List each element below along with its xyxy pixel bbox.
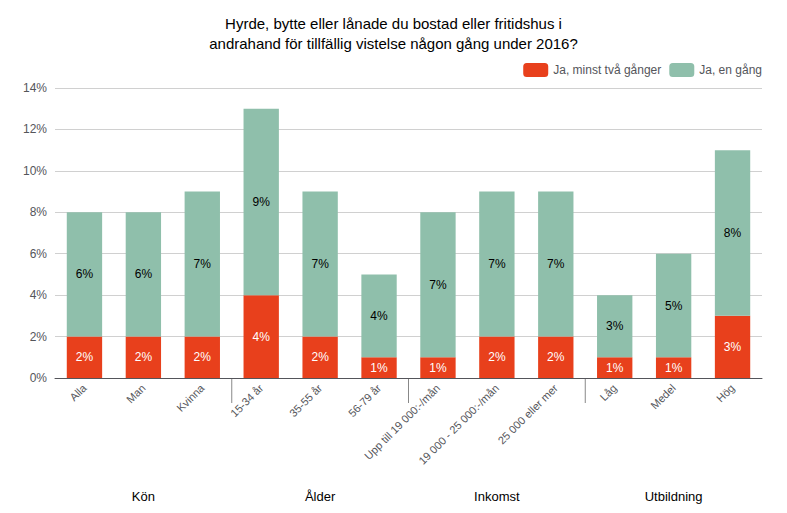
svg-text:2%: 2% [135,350,153,364]
svg-text:Medel: Medel [648,382,678,412]
svg-text:Upp till 19 000:-/mån: Upp till 19 000:-/mån [362,381,443,462]
svg-text:56-79 år: 56-79 år [346,382,384,420]
svg-text:2%: 2% [76,350,94,364]
svg-text:7%: 7% [194,257,212,271]
svg-text:2%: 2% [30,330,48,344]
svg-text:5%: 5% [665,299,683,313]
svg-text:6%: 6% [76,267,94,281]
svg-text:4%: 4% [370,309,388,323]
svg-text:25 000 eller mer: 25 000 eller mer [495,382,560,447]
svg-text:15-34 år: 15-34 år [228,382,266,420]
svg-text:1%: 1% [370,361,388,375]
svg-text:4%: 4% [253,330,271,344]
svg-text:10%: 10% [23,164,47,178]
svg-text:1%: 1% [606,361,624,375]
svg-text:7%: 7% [488,257,506,271]
svg-text:Utbildning: Utbildning [645,489,703,504]
svg-text:0%: 0% [30,371,48,385]
svg-text:12%: 12% [23,122,47,136]
svg-text:andrahand för tillfällig viste: andrahand för tillfällig vistelse någon … [209,35,578,52]
svg-text:8%: 8% [724,226,742,240]
svg-text:7%: 7% [429,278,447,292]
svg-text:2%: 2% [547,350,565,364]
svg-text:2%: 2% [311,350,329,364]
svg-text:1%: 1% [429,361,447,375]
svg-text:1%: 1% [665,361,683,375]
svg-text:35-55 år: 35-55 år [287,382,325,420]
svg-text:Ja, minst två gånger: Ja, minst två gånger [553,63,661,77]
svg-text:8%: 8% [30,205,48,219]
svg-text:Man: Man [124,382,148,406]
svg-text:2%: 2% [488,350,506,364]
svg-text:Hyrde, bytte eller lånade du b: Hyrde, bytte eller lånade du bostad elle… [225,15,562,32]
svg-text:Hög: Hög [714,382,737,405]
svg-text:3%: 3% [606,319,624,333]
svg-text:6%: 6% [30,247,48,261]
svg-text:2%: 2% [194,350,212,364]
svg-text:19 000 - 25 000:-/mån: 19 000 - 25 000:-/mån [416,382,501,467]
svg-text:Kvinna: Kvinna [174,381,207,414]
svg-text:9%: 9% [253,195,271,209]
svg-text:Inkomst: Inkomst [474,489,520,504]
svg-text:14%: 14% [23,81,47,95]
svg-text:6%: 6% [135,267,153,281]
svg-text:7%: 7% [547,257,565,271]
svg-text:Alla: Alla [67,381,89,403]
svg-text:Kön: Kön [132,489,155,504]
svg-text:Ja, en gång: Ja, en gång [699,63,762,77]
svg-text:3%: 3% [724,340,742,354]
svg-text:4%: 4% [30,288,48,302]
svg-text:Låg: Låg [598,382,619,403]
svg-text:Ålder: Ålder [305,489,336,504]
svg-text:7%: 7% [311,257,329,271]
